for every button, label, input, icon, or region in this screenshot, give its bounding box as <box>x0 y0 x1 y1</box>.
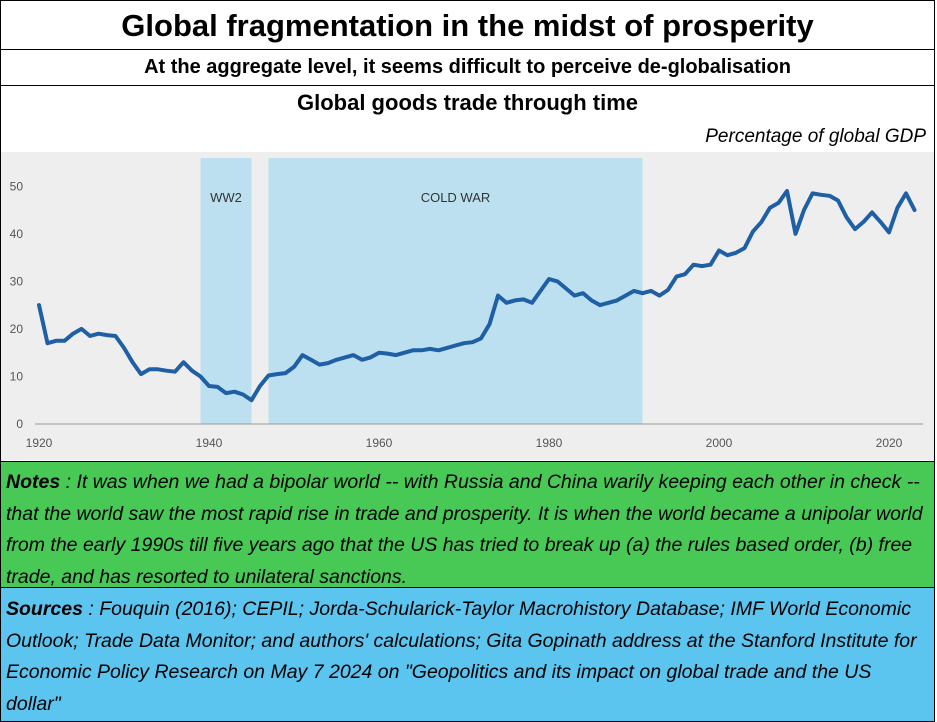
page-subtitle: At the aggregate level, it seems difficu… <box>0 49 935 86</box>
sources-label: Sources <box>6 598 83 620</box>
x-tick-label: 1940 <box>196 436 223 450</box>
chart-svg: WW2 COLD WAR 0 10 20 30 40 50 1920 1940 1960 1980… <box>1 152 934 460</box>
shaded-period-0 <box>200 158 252 424</box>
chart-panel: Percentage of global GDP WW2 COLD WAR 0 10… <box>0 120 935 462</box>
shaded-period-1 <box>268 158 643 424</box>
x-tick-label: 2020 <box>876 436 903 450</box>
shaded-period-label-0: WW2 <box>210 190 242 205</box>
notes-text: : It was when we had a bipolar world -- … <box>6 471 923 588</box>
x-tick-label: 1980 <box>536 436 563 450</box>
y-tick-label: 0 <box>16 417 23 431</box>
x-tick-label: 1960 <box>366 436 393 450</box>
notes-label: Notes <box>6 471 61 493</box>
x-tick-label: 2000 <box>706 436 733 450</box>
y-tick-label: 20 <box>10 322 24 336</box>
y-tick-label: 40 <box>10 227 24 241</box>
shaded-period-label-1: COLD WAR <box>421 190 491 205</box>
y-unit-label: Percentage of global GDP <box>705 126 926 147</box>
notes-box: Notes : It was when we had a bipolar wor… <box>0 461 935 588</box>
y-tick-label: 50 <box>10 179 24 193</box>
sources-box: Sources : Fouquin (2016); CEPIL; Jorda-S… <box>0 587 935 722</box>
series-line-0 <box>37 189 917 403</box>
x-tick-label: 1920 <box>26 436 53 450</box>
chart-title: Global goods trade through time <box>0 85 935 121</box>
page-title: Global fragmentation in the midst of pro… <box>0 0 935 50</box>
y-tick-label: 10 <box>10 369 24 383</box>
sources-text: : Fouquin (2016); CEPIL; Jorda-Schularic… <box>6 598 917 715</box>
y-tick-label: 30 <box>10 274 24 288</box>
